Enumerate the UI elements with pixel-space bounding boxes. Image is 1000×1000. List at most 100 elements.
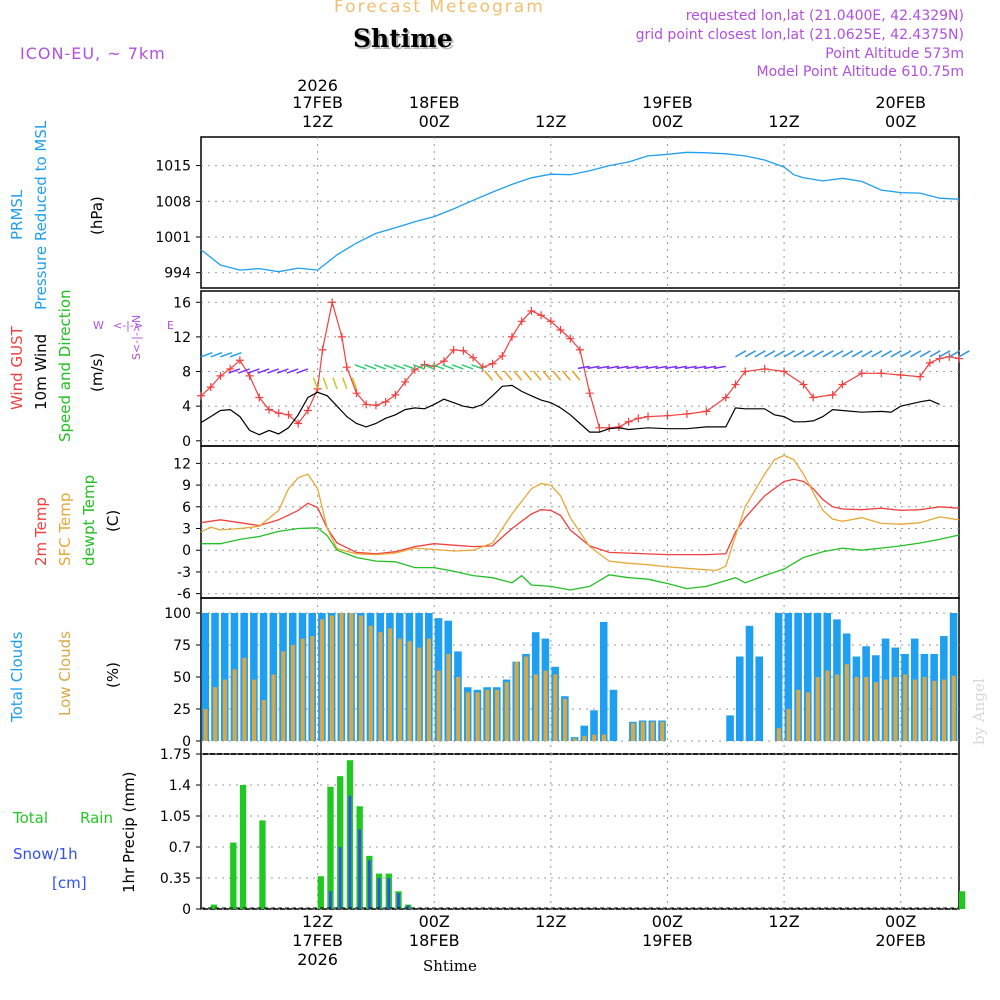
y-tick-label-temperature: -3	[177, 565, 191, 581]
wind-direction-arrow	[451, 364, 464, 370]
wind-gust-marker	[216, 371, 225, 380]
wind-direction-arrow	[851, 350, 863, 358]
wind-direction-arrow	[341, 377, 348, 390]
wind-gust-marker	[585, 389, 594, 398]
wind-direction-arrow	[351, 377, 358, 390]
wind-gust-marker	[197, 391, 205, 400]
cloud-low-bar	[592, 734, 597, 741]
wind-direction-arrow	[247, 368, 260, 374]
y-tick-label-precip: 1.05	[160, 809, 191, 825]
precip-snow-bar	[358, 829, 361, 909]
wind-direction-arrow	[471, 364, 484, 370]
wind-direction-arrow	[383, 364, 396, 370]
cloud-total-bar	[784, 613, 793, 741]
cloud-total-bar	[250, 613, 258, 741]
wind-gust-marker	[449, 345, 458, 354]
model-label: ICON-EU, ~ 7km	[20, 44, 166, 63]
panel-frame-precip	[200, 753, 960, 910]
wind-speed-direction-label: Speed and Direction	[56, 289, 74, 442]
wind-gust-marker	[780, 367, 789, 376]
wind-direction-arrow	[412, 364, 425, 370]
wind-direction-arrow	[812, 350, 824, 358]
wind-gust-marker	[828, 390, 837, 399]
cloud-low-bar	[485, 689, 490, 741]
cloud-low-bar	[300, 638, 305, 741]
cloud-total-bar	[609, 689, 618, 741]
wind-gust-marker	[294, 419, 303, 428]
total-clouds-label: Total Clouds	[8, 631, 26, 722]
y-tick-label-precip: 0	[182, 902, 191, 918]
wind-direction-arrow	[684, 365, 697, 370]
wind-gust-marker	[517, 317, 526, 326]
wind-gust-marker	[352, 389, 361, 398]
wind-direction-arrow	[744, 350, 756, 358]
wind-direction-arrow	[626, 365, 639, 370]
compass-west-label: W	[93, 319, 104, 332]
temp-sfc-line	[200, 454, 960, 572]
wind-direction-arrow	[228, 368, 241, 374]
cloud-low-bar	[572, 738, 577, 741]
wind-direction-arrow	[312, 377, 319, 390]
cloud-low-bar	[883, 679, 888, 741]
wind-direction-arrow	[645, 365, 658, 370]
wind-gust-marker	[731, 380, 740, 389]
temp-unit-label: (C)	[104, 509, 122, 532]
cloud-low-bar	[378, 632, 383, 741]
bottom-axis-label-time: 00Z	[885, 912, 916, 931]
top-axis-label-date: 18FEB	[409, 93, 460, 112]
wind-gust-marker	[342, 363, 351, 372]
cloud-low-bar	[553, 674, 558, 741]
wind-10m-label: 10m Wind	[32, 333, 50, 410]
wind-gust-marker	[896, 370, 905, 379]
temp-dewpt-line	[201, 527, 960, 591]
wind-direction-arrow	[276, 368, 289, 374]
wind-direction-arrow	[403, 364, 416, 370]
wind-direction-arrow	[803, 350, 815, 358]
cloud-total-bar	[745, 625, 754, 741]
wind-direction-arrow	[948, 350, 961, 358]
wind-direction-arrow	[587, 365, 600, 370]
cloud-low-bar	[290, 645, 295, 741]
wind-gust-marker	[439, 357, 448, 366]
wind-direction-arrow	[929, 350, 941, 358]
bottom-axis-label-time: 00Z	[652, 912, 683, 931]
wind-gust-marker	[265, 405, 274, 414]
credit-watermark: by Angel	[970, 678, 988, 745]
top-axis-label-time: 12Z	[302, 112, 333, 131]
cloud-total-bar	[580, 725, 589, 741]
wind-gust-marker	[488, 359, 497, 368]
wind-direction-arrow	[374, 364, 386, 370]
wind-gust-marker	[614, 422, 623, 431]
top-axis-label-time: 00Z	[652, 112, 683, 131]
cloud-low-bar	[825, 670, 830, 741]
cloud-low-bar	[854, 677, 859, 741]
precip-rain-bar	[259, 820, 266, 909]
cloud-low-bar	[494, 689, 500, 741]
wind-gust-marker	[644, 412, 653, 421]
cloud-low-bar	[426, 638, 432, 741]
wind-direction-arrow	[674, 365, 688, 370]
wind-direction-arrow	[919, 350, 931, 358]
wind-gust-marker	[328, 298, 337, 307]
wind-gust-marker	[401, 377, 410, 386]
cloud-total-bar	[774, 613, 783, 741]
temp-dewpt-label: dewpt Temp	[80, 474, 98, 566]
precip-snow-bar	[348, 795, 352, 909]
top-axis-label-date: 19FEB	[642, 93, 693, 112]
cloud-low-bar	[660, 721, 665, 741]
wind-direction-arrow	[793, 350, 805, 358]
cloud-low-bar	[796, 689, 801, 741]
cloud-low-bar	[261, 700, 266, 741]
precip-axis-label: 1hr Precip (mm)	[120, 771, 138, 893]
wind-direction-arrow	[354, 364, 367, 370]
grid-point-coordinates: grid point closest lon,lat (21.0625E, 42…	[635, 27, 964, 43]
pressure-unit-label: (hPa)	[88, 196, 106, 235]
wind-direction-arrow	[655, 365, 668, 370]
top-axis-label-year: 2026	[297, 76, 338, 95]
wind-direction-arrow	[822, 350, 834, 358]
wind-gust-label: Wind GUST	[8, 326, 26, 410]
cloud-low-bar	[932, 680, 937, 741]
cloud-low-bar	[903, 674, 908, 741]
wind-gust-marker	[634, 414, 643, 423]
wind-gust-marker	[877, 369, 886, 378]
